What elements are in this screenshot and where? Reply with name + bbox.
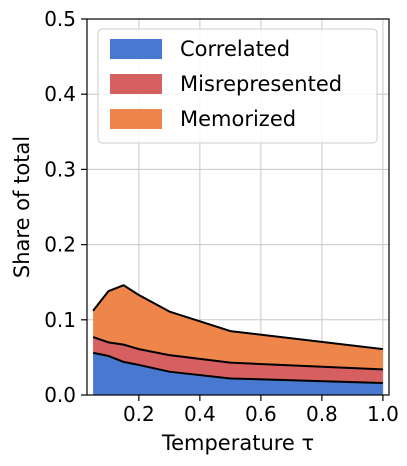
y-tick-label: 0.3 xyxy=(44,157,76,181)
legend-swatch-misrepresented xyxy=(110,74,162,94)
boundary-line-correlated xyxy=(92,351,383,384)
y-tick-label: 0.2 xyxy=(44,233,76,257)
area-correlated xyxy=(93,352,383,395)
legend-label-memorized: Memorized xyxy=(180,107,296,131)
legend-label-correlated: Correlated xyxy=(180,37,290,61)
plot-areas xyxy=(93,285,383,395)
y-tick-label: 0.0 xyxy=(44,383,76,407)
plot-frame xyxy=(86,18,390,396)
y-tick-label: 0.5 xyxy=(44,7,76,31)
legend-box xyxy=(97,28,378,144)
y-tick-label: 0.4 xyxy=(44,82,76,106)
y-axis: 0.0 0.1 0.2 0.3 0.4 0.5 xyxy=(44,7,87,407)
plot-lines xyxy=(92,284,384,384)
x-tick-label: 0.4 xyxy=(184,402,216,426)
area-memorized xyxy=(93,285,383,370)
legend-swatch-memorized xyxy=(110,109,162,129)
x-axis: 0.2 0.4 0.6 0.8 1.0 xyxy=(123,395,399,426)
legend: Correlated Misrepresented Memorized xyxy=(97,28,378,144)
x-tick-label: 0.6 xyxy=(245,402,277,426)
x-tick-label: 0.2 xyxy=(123,402,155,426)
area-misrepresented xyxy=(93,337,383,383)
legend-swatch-correlated xyxy=(110,39,162,59)
boundary-line-misrepresented xyxy=(92,336,383,371)
boundary-line-memorized xyxy=(92,284,384,351)
x-axis-label: Temperature τ xyxy=(161,431,314,455)
y-tick-label: 0.1 xyxy=(44,308,76,332)
y-axis-label: Share of total xyxy=(10,136,34,278)
x-tick-label: 1.0 xyxy=(367,402,399,426)
legend-label-misrepresented: Misrepresented xyxy=(180,72,342,96)
x-tick-label: 0.8 xyxy=(306,402,338,426)
